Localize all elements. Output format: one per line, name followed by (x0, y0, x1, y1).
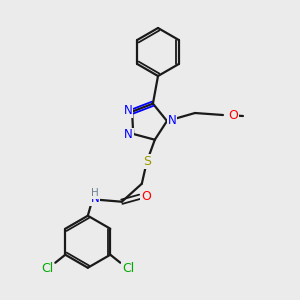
Text: N: N (90, 192, 99, 205)
Text: N: N (168, 113, 176, 127)
Text: Cl: Cl (41, 262, 53, 275)
Text: N: N (124, 128, 133, 142)
Text: N: N (124, 104, 132, 117)
Text: H: H (91, 188, 99, 198)
Text: O: O (141, 190, 151, 203)
Text: O: O (228, 109, 238, 122)
Text: Cl: Cl (122, 262, 134, 275)
Text: S: S (143, 155, 151, 168)
